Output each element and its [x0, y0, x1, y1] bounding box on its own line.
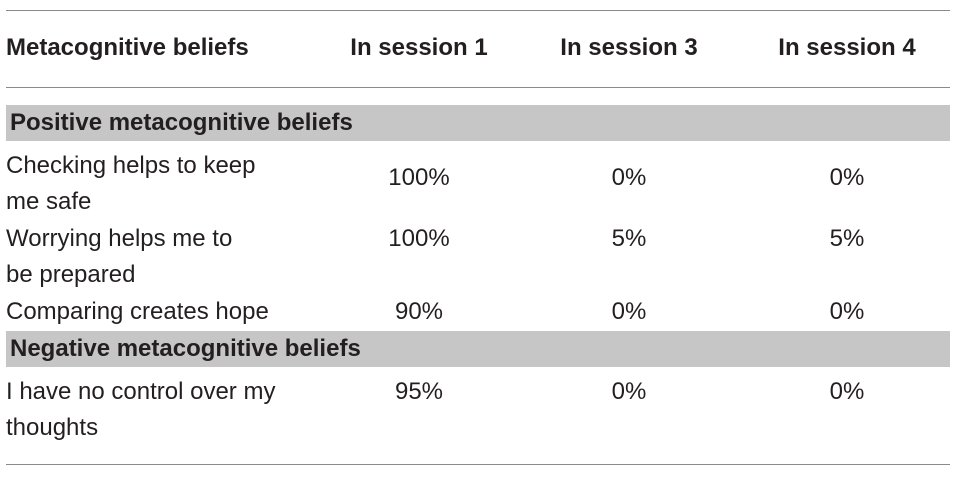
- session-4-value: 0%: [829, 298, 865, 325]
- belief-text: Checking helps to keep me safe: [6, 148, 326, 220]
- session-1-value: 100%: [388, 225, 450, 252]
- header-session-3: In session 3: [560, 34, 698, 61]
- session-3-value: 5%: [611, 225, 647, 252]
- belief-line-1: I have no control over my: [6, 378, 276, 405]
- session-3-value: 0%: [611, 164, 647, 191]
- session-4-value: 0%: [829, 164, 865, 191]
- belief-line-2: me safe: [6, 188, 92, 215]
- header-session-1: In session 1: [350, 34, 488, 61]
- belief-line-2: be prepared: [6, 261, 136, 288]
- belief-line-2: thoughts: [6, 414, 99, 441]
- session-3-value: 0%: [611, 378, 647, 405]
- header-metacognitive-beliefs: Metacognitive beliefs: [6, 34, 249, 61]
- section-title: Negative metacognitive beliefs: [10, 335, 361, 362]
- header-rule: [6, 87, 950, 88]
- belief-line-1: Checking helps to keep: [6, 152, 256, 179]
- belief-line-1: Comparing creates hope: [6, 298, 269, 325]
- belief-text: I have no control over my thoughts: [6, 374, 326, 446]
- header-session-4: In session 4: [778, 34, 916, 61]
- top-rule: [6, 10, 950, 11]
- belief-line-1: Worrying helps me to: [6, 225, 233, 252]
- session-1-value: 90%: [394, 298, 444, 325]
- session-1-value: 95%: [394, 378, 444, 405]
- belief-text: Worrying helps me to be prepared: [6, 221, 326, 293]
- session-3-value: 0%: [611, 298, 647, 325]
- section-positive-beliefs: Positive metacognitive beliefs: [6, 105, 950, 141]
- session-4-value: 5%: [829, 225, 865, 252]
- belief-text: Comparing creates hope: [6, 294, 326, 330]
- section-negative-beliefs: Negative metacognitive beliefs: [6, 331, 950, 367]
- bottom-rule: [6, 464, 950, 465]
- session-1-value: 100%: [388, 164, 450, 191]
- session-4-value: 0%: [829, 378, 865, 405]
- section-title: Positive metacognitive beliefs: [10, 109, 353, 136]
